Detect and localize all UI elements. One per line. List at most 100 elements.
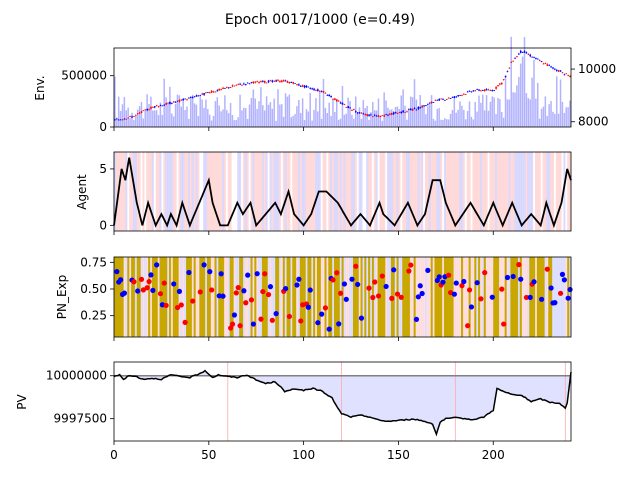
exploration-band [423, 257, 426, 337]
positive-point [121, 290, 128, 296]
candle-body [512, 60, 514, 62]
positive-point [220, 293, 226, 299]
negative-point [260, 288, 266, 295]
candle-body [542, 63, 545, 65]
volume-bar [375, 110, 378, 127]
volume-bar [318, 91, 321, 127]
negative-point [408, 262, 414, 268]
position-band [388, 152, 392, 231]
position-band [457, 152, 460, 231]
volume-bar [163, 78, 165, 127]
volume-bar [227, 113, 230, 127]
exploration-band [364, 257, 367, 337]
exploration-band [563, 257, 566, 337]
exploration-band [347, 257, 350, 337]
exploration-band [129, 257, 132, 337]
exploration-band [536, 257, 540, 337]
volume-bar [144, 110, 146, 127]
volume-bar [256, 108, 258, 127]
positive-point [349, 276, 355, 282]
candle-body [337, 100, 340, 102]
candle-body [123, 118, 126, 120]
positive-point [341, 281, 347, 287]
candle-body [125, 118, 128, 120]
exploration-band [352, 257, 356, 337]
positive-point [154, 262, 160, 268]
position-band [548, 152, 551, 231]
exploration-band [406, 257, 409, 337]
candle-body [142, 110, 145, 112]
candle-body [447, 97, 450, 99]
candle-body [561, 72, 564, 74]
exploration-band [292, 257, 295, 337]
position-band [123, 152, 126, 231]
candle-body [540, 61, 543, 62]
negative-point [398, 294, 404, 300]
candle-body [286, 81, 289, 83]
candle-body [169, 102, 171, 105]
volume-bar [470, 116, 473, 127]
positive-point [539, 296, 545, 302]
volume-bar [510, 36, 512, 127]
position-band [186, 152, 189, 231]
env-left-tick-label: 0 [99, 120, 107, 134]
volume-bar [296, 106, 298, 127]
volume-bar [497, 98, 499, 127]
exploration-band [516, 257, 519, 337]
agent-yticks: 05 [99, 162, 114, 232]
volume-bar [243, 107, 245, 127]
positive-point [305, 304, 311, 310]
candle-body [463, 93, 465, 95]
candle-body [440, 98, 442, 100]
exploration-band [459, 257, 462, 337]
env-yticks-right: 8000 10000 [571, 62, 616, 129]
position-band [119, 152, 122, 231]
exploration-band [436, 257, 439, 337]
volume-bar [205, 99, 207, 127]
position-band [277, 152, 280, 231]
exploration-band [546, 257, 549, 337]
volume-bar [356, 113, 359, 127]
agent-xticks [113, 231, 494, 235]
candle-body [153, 106, 156, 108]
candle-body [320, 91, 323, 93]
volume-bar [277, 89, 279, 127]
candle-body [167, 102, 169, 104]
positive-point [241, 288, 247, 294]
candle-body [510, 62, 513, 63]
volume-bar [136, 109, 139, 127]
position-band [134, 152, 138, 231]
candle-body [366, 114, 368, 116]
negative-point [394, 291, 401, 297]
volume-bar [430, 95, 433, 127]
exploration-band [299, 257, 303, 337]
positive-point [201, 262, 207, 268]
candle-body [205, 92, 207, 94]
volume-bar [516, 85, 518, 127]
exploration-band [449, 257, 452, 337]
exploration-band [197, 257, 200, 337]
volume-bar [235, 119, 238, 127]
volume-bar [309, 92, 311, 127]
volume-bar [260, 87, 262, 127]
position-band [525, 152, 528, 231]
candle-body [311, 88, 313, 90]
position-band [146, 152, 149, 231]
exploration-band [178, 257, 181, 337]
volume-bar [512, 92, 514, 127]
exploration-band [212, 257, 215, 337]
positive-point [504, 274, 511, 281]
pv-panel: 9997500 10000000 0 50 100 150 200 PV [15, 361, 572, 462]
volume-bar [565, 107, 567, 127]
candle-body [288, 82, 291, 84]
negative-point [499, 286, 505, 292]
positive-point [296, 276, 302, 282]
volume-bar [406, 119, 408, 127]
positive-point [216, 293, 222, 299]
volume-bar [453, 98, 456, 127]
position-band [373, 152, 376, 231]
volume-bar [250, 97, 253, 127]
position-band [419, 152, 422, 231]
volume-bar [489, 101, 492, 127]
exploration-band [474, 257, 477, 337]
